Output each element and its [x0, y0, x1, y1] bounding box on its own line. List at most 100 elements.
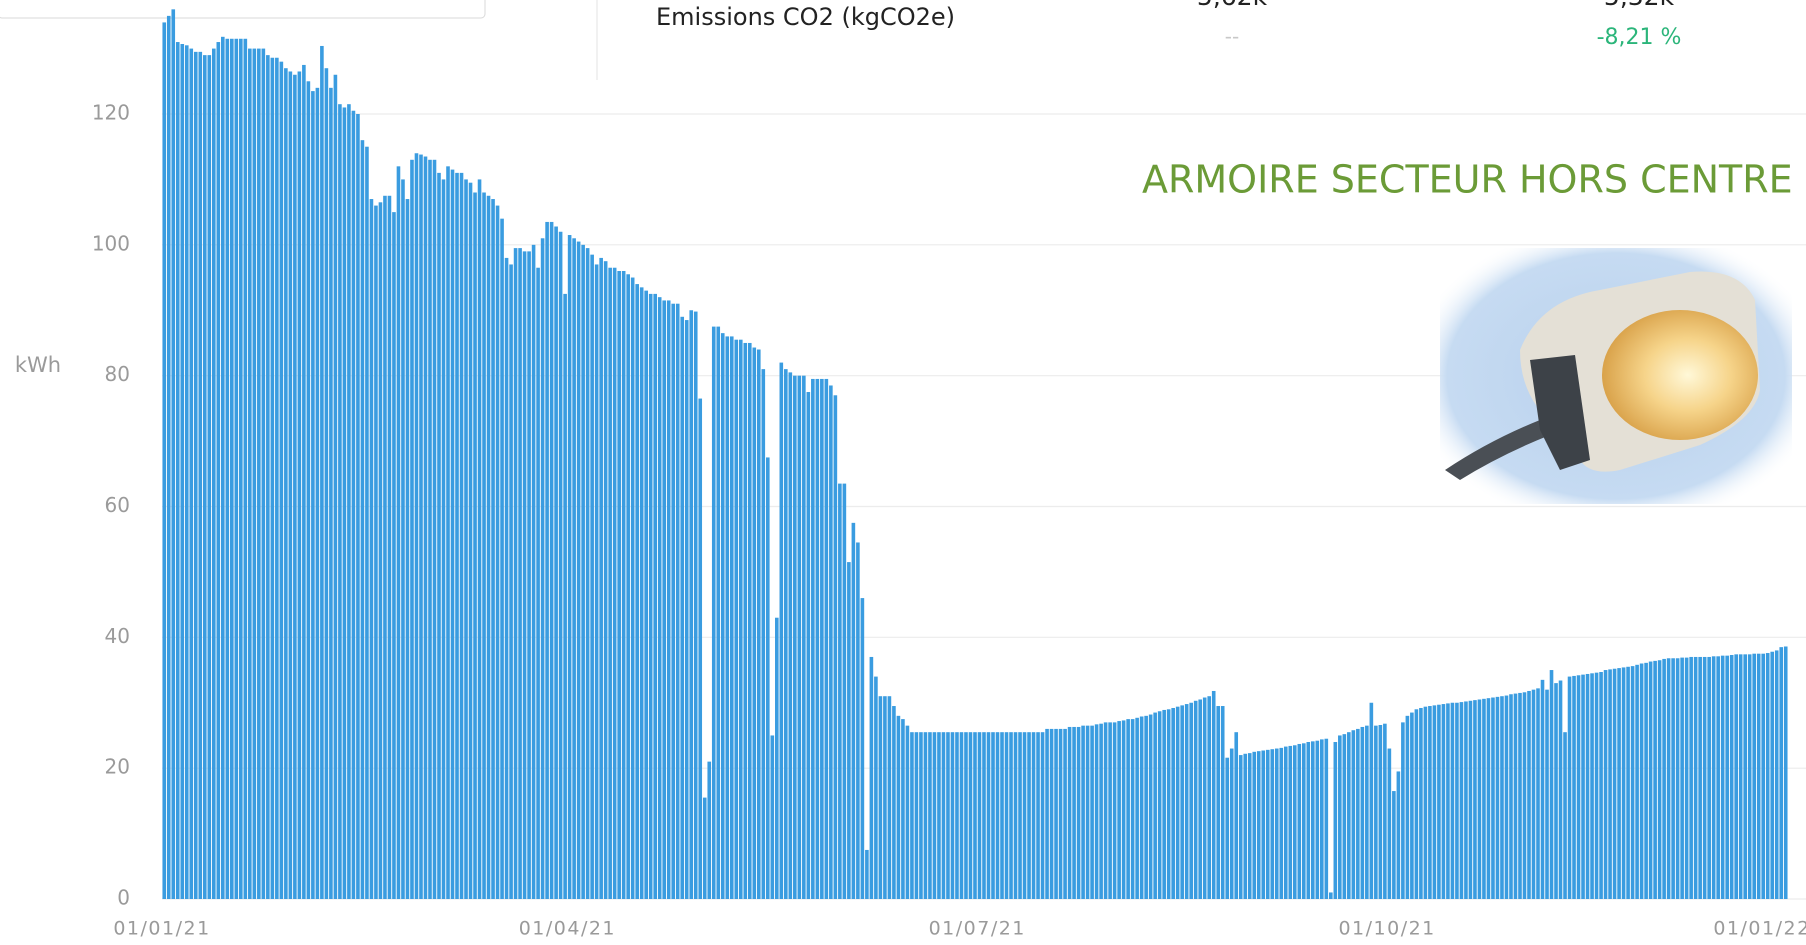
bar [1301, 743, 1306, 899]
bar [1351, 730, 1356, 899]
bar [1135, 717, 1139, 899]
bar [1608, 669, 1612, 899]
bar [838, 483, 842, 899]
bar [779, 362, 784, 899]
bar [1207, 696, 1212, 899]
bar [1265, 749, 1270, 899]
bar [1018, 732, 1022, 899]
bar [1527, 690, 1531, 899]
bar [815, 378, 820, 899]
bar [883, 696, 887, 899]
bar [594, 264, 599, 899]
bar [257, 48, 261, 900]
bar [396, 166, 401, 900]
bar [923, 732, 928, 899]
bar [1671, 658, 1675, 899]
bar [1072, 726, 1076, 899]
bar [171, 9, 176, 900]
bar [1567, 676, 1572, 899]
bar [1599, 672, 1603, 899]
bar [1576, 675, 1581, 899]
bar [1306, 742, 1311, 899]
bar [1468, 700, 1473, 899]
bar [572, 238, 576, 899]
bar [833, 395, 838, 899]
bar [1675, 658, 1680, 899]
bar [315, 87, 320, 900]
bar [1040, 732, 1045, 899]
bar [1067, 726, 1072, 899]
bar [175, 42, 180, 899]
bar [1765, 653, 1770, 899]
bar [626, 274, 630, 899]
bar [684, 320, 689, 899]
bar [1166, 709, 1171, 899]
bar [1054, 728, 1058, 899]
bar [1428, 706, 1432, 899]
bar [1666, 658, 1671, 899]
bar [1491, 697, 1495, 899]
bar [383, 195, 387, 900]
bar [211, 48, 216, 900]
bar [419, 154, 423, 899]
bar [689, 310, 694, 899]
bar [896, 715, 901, 899]
bar [892, 706, 896, 899]
bar [1747, 654, 1752, 899]
bar [1315, 740, 1320, 899]
bar [189, 48, 194, 900]
bar [797, 375, 802, 900]
bar [540, 238, 545, 899]
bar [1783, 646, 1788, 899]
bar [225, 38, 230, 900]
tooltip-box [0, 0, 486, 19]
bar [1320, 739, 1324, 899]
bar [239, 38, 243, 900]
bar [1261, 750, 1266, 899]
bar [1563, 732, 1567, 899]
bar [356, 114, 360, 899]
bar [1495, 696, 1500, 899]
bar [1603, 670, 1608, 899]
bar [1117, 721, 1121, 899]
annotation: ARMOIRE SECTEUR HORS CENTRE [1142, 158, 1793, 202]
bar [856, 542, 860, 899]
bar [1711, 656, 1716, 899]
metric-label: Emissions CO2 (kgCO2e) [656, 3, 955, 31]
bar [1644, 662, 1648, 899]
bar [711, 326, 716, 900]
bar [666, 300, 671, 899]
x-tick-label: 01/01/21 [113, 918, 210, 940]
bar [599, 257, 603, 900]
bar [851, 522, 856, 899]
bar [486, 195, 491, 900]
bar [193, 51, 198, 899]
bar [500, 218, 504, 899]
bar [306, 81, 311, 899]
bar [1202, 697, 1207, 899]
bar [1099, 723, 1103, 899]
bar [950, 732, 955, 899]
bar [1270, 749, 1275, 899]
bar [1004, 732, 1009, 899]
bar [1387, 748, 1392, 899]
bar [1220, 706, 1225, 899]
bar [608, 267, 612, 900]
bar [342, 107, 347, 900]
bar [392, 212, 396, 899]
bar [756, 349, 761, 899]
bar [1396, 771, 1401, 899]
bar [716, 326, 721, 900]
bar [878, 696, 883, 899]
bar [311, 91, 315, 899]
bar [1630, 666, 1635, 899]
bar [1229, 748, 1234, 899]
y-tick-label: 40 [105, 624, 130, 648]
bar [522, 251, 527, 899]
bar [973, 732, 977, 899]
bar [1238, 755, 1243, 899]
bar [1045, 728, 1049, 899]
bar [1171, 707, 1175, 899]
bar [1329, 892, 1333, 899]
